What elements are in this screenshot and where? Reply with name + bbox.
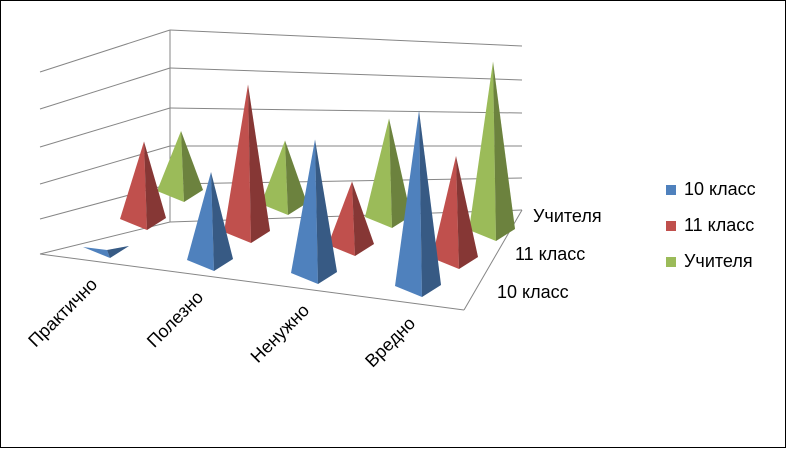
- pyramid-front: [432, 156, 459, 269]
- pyramid-shade: [389, 118, 411, 228]
- legend-swatch: [666, 185, 676, 195]
- pyramid: [83, 246, 129, 258]
- pyramid-side: [144, 141, 166, 230]
- depth-label: 10 класс: [497, 282, 569, 302]
- pyramid-side: [352, 181, 374, 256]
- pyramid-side: [315, 139, 337, 284]
- plot-area: [83, 61, 515, 297]
- pyramid-shade: [181, 131, 203, 202]
- pyramid-side: [211, 172, 233, 271]
- pyramid-front: [328, 181, 355, 256]
- pyramid-shade: [107, 246, 129, 258]
- pyramid-shade: [456, 156, 478, 269]
- pyramid-shade: [419, 110, 441, 297]
- legend-swatch: [666, 221, 676, 231]
- pyramid-front: [224, 84, 251, 243]
- pyramid-side: [419, 110, 441, 297]
- pyramid: [224, 84, 270, 243]
- pyramid-front: [291, 139, 318, 284]
- pyramid: [365, 118, 411, 228]
- pyramid-shade: [315, 139, 337, 284]
- pyramid-front: [83, 247, 110, 258]
- pyramid: [291, 139, 337, 284]
- pyramid-side: [285, 140, 307, 215]
- pyramid-side: [493, 61, 515, 241]
- pyramid-front: [120, 141, 147, 230]
- pyramid: [432, 156, 478, 269]
- pyramid: [261, 140, 307, 215]
- pyramid-front: [157, 131, 184, 202]
- pyramid-side: [456, 156, 478, 269]
- pyramid-shade: [248, 84, 270, 243]
- depth-label: Учителя: [533, 206, 602, 226]
- pyramid-shade: [493, 61, 515, 241]
- pyramid-front: [395, 110, 422, 297]
- pyramid: [157, 131, 203, 202]
- pyramid-front: [187, 172, 214, 271]
- pyramid-shade: [352, 181, 374, 256]
- pyramid-front: [261, 140, 288, 215]
- pyramid: [328, 181, 374, 256]
- pyramid-shade: [285, 140, 307, 215]
- pyramid-side: [107, 246, 129, 258]
- legend-swatch: [666, 257, 676, 267]
- pyramid-side: [248, 84, 270, 243]
- legend-label: 11 класс: [684, 215, 754, 235]
- legend-label: 10 класс: [684, 179, 756, 199]
- pyramid-front: [469, 61, 496, 241]
- pyramid: [469, 61, 515, 241]
- pyramid-front: [365, 118, 392, 228]
- pyramid: [187, 172, 233, 271]
- depth-label: 11 класс: [515, 244, 585, 264]
- pyramid-shade: [144, 141, 166, 230]
- legend-label: Учителя: [684, 251, 753, 271]
- pyramid-shade: [211, 172, 233, 271]
- pyramid-side: [181, 131, 203, 202]
- pyramid-side: [389, 118, 411, 228]
- pyramid: [395, 110, 441, 297]
- pyramid: [120, 141, 166, 230]
